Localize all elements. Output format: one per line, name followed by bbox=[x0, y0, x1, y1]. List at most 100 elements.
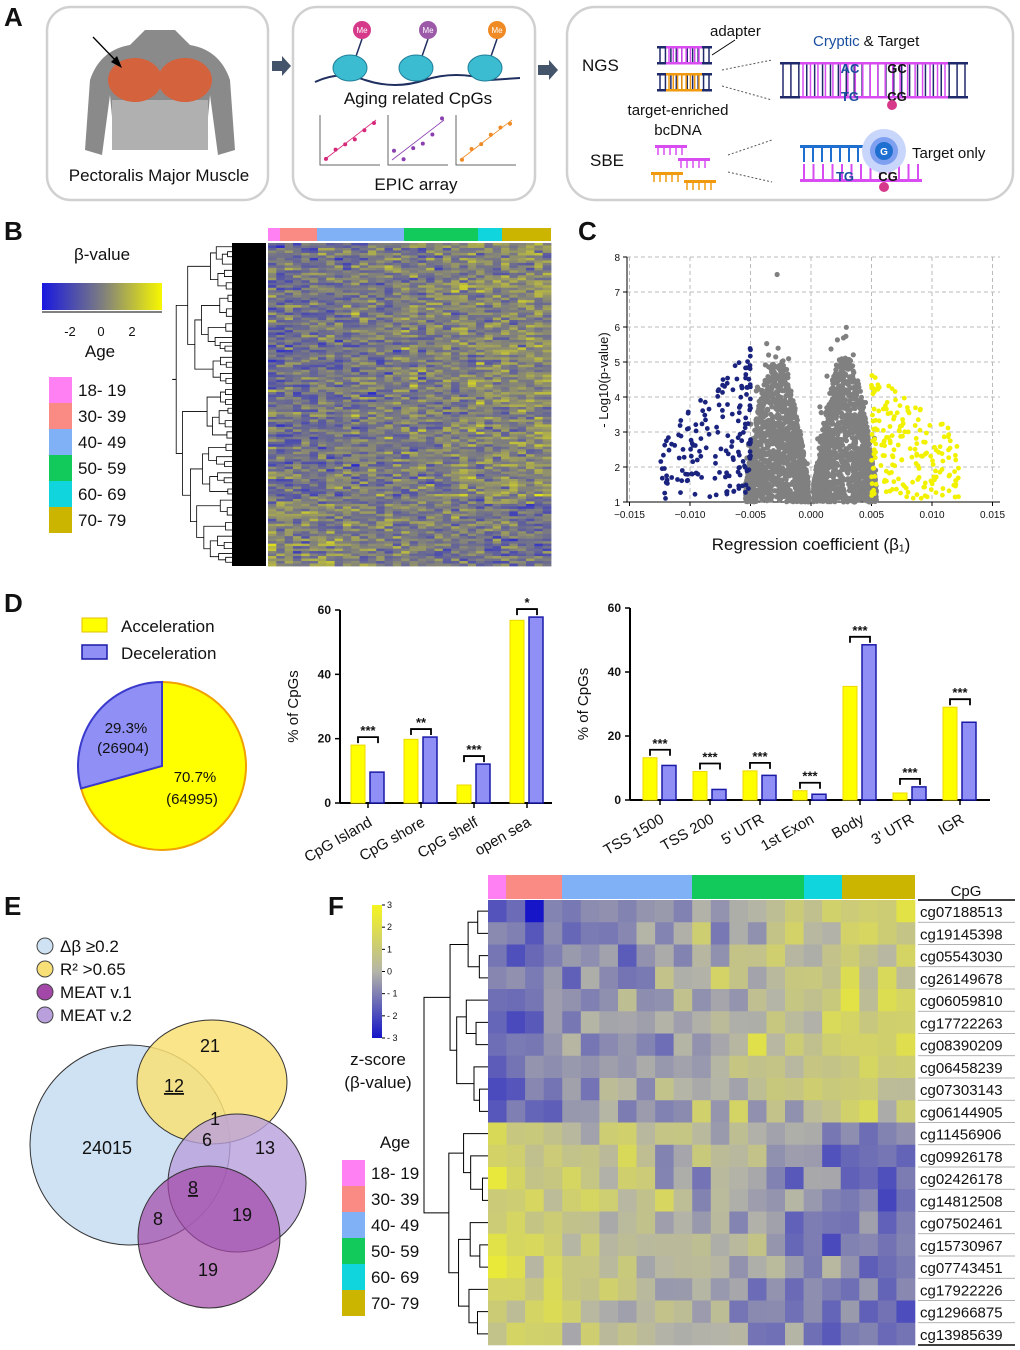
heatmap-cell bbox=[292, 536, 302, 540]
heatmap-cell bbox=[534, 491, 544, 495]
heatmap-cell bbox=[467, 402, 477, 405]
heatmap-cell bbox=[392, 461, 402, 465]
heatmap-cell bbox=[409, 508, 419, 512]
heatmap-cell bbox=[467, 270, 477, 274]
heatmap-cell bbox=[401, 508, 410, 512]
heatmap-cell bbox=[476, 481, 485, 485]
heatmap-cell bbox=[334, 469, 344, 472]
heatmap-cell bbox=[484, 262, 494, 266]
heatmap-cell bbox=[517, 324, 527, 328]
heatmap-cell bbox=[534, 419, 544, 423]
heatmap-cell bbox=[484, 265, 494, 269]
heatmap-cell bbox=[351, 506, 360, 510]
heatmap-cell bbox=[451, 312, 460, 316]
heatmap-cell bbox=[526, 426, 535, 430]
heatmap-cell bbox=[526, 255, 535, 259]
heatmap-cell bbox=[401, 493, 410, 497]
heatmap-cell bbox=[284, 310, 294, 313]
heatmap-cell bbox=[317, 295, 327, 299]
heatmap-cell bbox=[268, 503, 277, 507]
heatmap-cell bbox=[409, 503, 419, 507]
heatmap-cell bbox=[417, 479, 427, 482]
heatmap-cell bbox=[401, 464, 410, 468]
heatmap-cell bbox=[334, 533, 344, 537]
heatmap-cell bbox=[542, 558, 552, 562]
heatmap-cell bbox=[309, 444, 319, 448]
heatmap-cell bbox=[392, 297, 402, 301]
heatmap-cell bbox=[426, 310, 435, 313]
heatmap-cell bbox=[459, 548, 469, 552]
heatmap-cell bbox=[542, 503, 552, 507]
heatmap-cell bbox=[292, 290, 302, 294]
heatmap-cell bbox=[367, 553, 377, 557]
heatmap-cell bbox=[334, 526, 344, 530]
heatmap-cell bbox=[301, 416, 311, 420]
heatmap-cell bbox=[292, 434, 302, 438]
heatmap-cell bbox=[284, 546, 294, 549]
heatmap-cell bbox=[309, 488, 319, 492]
heatmap-cell bbox=[359, 546, 369, 549]
heatmap-cell bbox=[326, 481, 335, 485]
heatmap-cell bbox=[268, 384, 277, 388]
heatmap-cell bbox=[317, 377, 327, 381]
heatmap-cell bbox=[326, 357, 335, 361]
heatmap-cell bbox=[268, 402, 277, 405]
heatmap-cell bbox=[509, 265, 519, 269]
heatmap-cell bbox=[392, 362, 402, 366]
heatmap-cell bbox=[426, 548, 435, 552]
heatmap-cell bbox=[459, 474, 469, 477]
heatmap-cell bbox=[492, 362, 502, 366]
heatmap-cell bbox=[434, 387, 444, 390]
heatmap-cell bbox=[426, 342, 435, 346]
heatmap-cell bbox=[442, 247, 452, 251]
heatmap-cell bbox=[484, 392, 494, 395]
heatmap-cell bbox=[517, 270, 527, 274]
heatmap-cell bbox=[417, 310, 427, 313]
heatmap-cell bbox=[534, 469, 544, 472]
heatmap-cell bbox=[309, 466, 319, 470]
heatmap-cell bbox=[492, 541, 502, 545]
heatmap-cell bbox=[351, 558, 360, 562]
heatmap-cell bbox=[509, 434, 519, 438]
heatmap-cell bbox=[534, 247, 544, 251]
heatmap-cell bbox=[534, 488, 544, 492]
heatmap-cell bbox=[309, 397, 319, 400]
heatmap-cell bbox=[401, 252, 410, 256]
heatmap-cell bbox=[351, 290, 360, 294]
heatmap-cell bbox=[284, 387, 294, 390]
heatmap-cell bbox=[359, 354, 369, 358]
heatmap-cell bbox=[326, 369, 335, 373]
heatmap-cell bbox=[392, 267, 402, 271]
heatmap-cell bbox=[476, 334, 485, 338]
heatmap-cell bbox=[467, 491, 477, 495]
heatmap-cell bbox=[268, 287, 277, 291]
heatmap-cell bbox=[351, 553, 360, 557]
heatmap-cell bbox=[276, 459, 286, 463]
heatmap-cell bbox=[301, 260, 311, 264]
heatmap-cell bbox=[268, 394, 277, 398]
heatmap-cell bbox=[301, 466, 311, 470]
heatmap-cell bbox=[268, 327, 277, 331]
heatmap-cell bbox=[542, 439, 552, 443]
heatmap-cell bbox=[276, 389, 286, 393]
heatmap-cell bbox=[509, 285, 519, 289]
heatmap-cell bbox=[476, 247, 485, 251]
heatmap-cell bbox=[467, 488, 477, 492]
heatmap-cell bbox=[417, 454, 427, 458]
heatmap-cell bbox=[284, 414, 294, 418]
heatmap-cell bbox=[509, 384, 519, 388]
heatmap-cell bbox=[301, 297, 311, 301]
heatmap-cell bbox=[317, 481, 327, 485]
heatmap-cell bbox=[401, 409, 410, 413]
heatmap-cell bbox=[467, 456, 477, 460]
heatmap-cell bbox=[542, 543, 552, 547]
heatmap-cell bbox=[409, 526, 419, 530]
heatmap-cell bbox=[476, 287, 485, 291]
heatmap-cell bbox=[268, 461, 277, 465]
heatmap-cell bbox=[409, 439, 419, 443]
heatmap-cell bbox=[442, 511, 452, 515]
heatmap-cell bbox=[342, 449, 352, 453]
heatmap-cell bbox=[334, 262, 344, 266]
heatmap-cell bbox=[451, 267, 460, 271]
heatmap-cell bbox=[309, 496, 319, 500]
